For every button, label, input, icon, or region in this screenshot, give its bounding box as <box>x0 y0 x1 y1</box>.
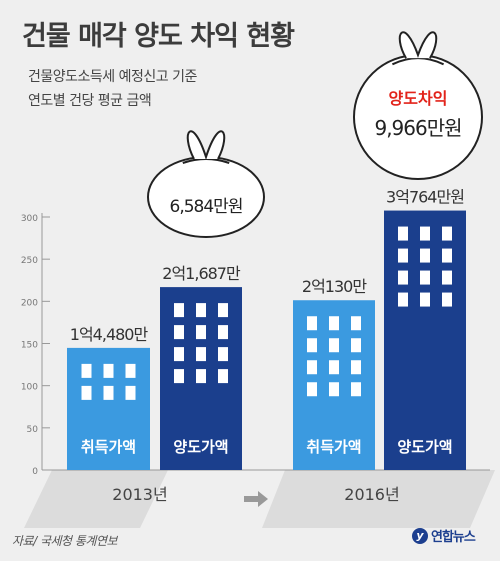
building-window <box>398 248 408 263</box>
publisher-logo: y 연합뉴스 <box>412 526 476 545</box>
building-window <box>351 316 361 331</box>
building-window <box>174 347 184 362</box>
building-window <box>420 226 430 241</box>
y-tick-label: 300 <box>21 214 38 224</box>
building-window <box>442 226 452 241</box>
bar-value-label: 3억764만원 <box>386 188 464 207</box>
building-window <box>307 338 317 353</box>
building-window <box>125 363 136 378</box>
gain-value-label: 6,584만원 <box>170 197 243 217</box>
bar-category-label: 양도가액 <box>397 438 452 456</box>
bar-label-band <box>67 434 150 462</box>
y-tick-label: 250 <box>21 256 38 266</box>
bar-category-label: 취득가액 <box>81 438 136 456</box>
bar-label-band <box>293 434 375 462</box>
subtitle-measure: 연도별 건당 평균 금액 <box>28 93 152 109</box>
building-window <box>174 369 184 384</box>
building-window <box>351 382 361 397</box>
building-window <box>103 385 114 400</box>
building-window <box>196 303 206 318</box>
logo-text: 연합뉴스 <box>431 530 476 545</box>
building-window <box>420 292 430 307</box>
building-window <box>442 270 452 285</box>
building-window <box>218 347 228 362</box>
building-window <box>442 292 452 307</box>
y-tick-label: 50 <box>27 425 39 435</box>
building-window <box>218 325 228 340</box>
year-label: 2016년 <box>344 485 399 504</box>
chart-title: 건물 매각 양도 차익 현황 <box>22 21 295 52</box>
building-window <box>125 385 136 400</box>
gain-value-label: 9,966만원 <box>374 116 461 140</box>
gain-heading-label: 양도차익 <box>389 89 448 108</box>
building-window <box>351 338 361 353</box>
bar-value-label: 2억1,687만 <box>162 264 241 283</box>
building-window <box>196 347 206 362</box>
year-label: 2013년 <box>112 485 167 504</box>
y-tick-label: 100 <box>21 383 38 393</box>
building-window <box>442 248 452 263</box>
building-window <box>81 363 92 378</box>
building-window <box>329 316 339 331</box>
y-tick-label: 0 <box>32 467 38 477</box>
bar-value-label: 1억4,480만 <box>70 325 149 344</box>
building-window <box>196 325 206 340</box>
building-window <box>329 338 339 353</box>
y-tick-label: 150 <box>21 341 38 351</box>
building-window <box>196 369 206 384</box>
ground-shadow <box>262 470 495 528</box>
building-window <box>218 369 228 384</box>
building-window <box>398 292 408 307</box>
building-window <box>420 270 430 285</box>
building-window <box>174 325 184 340</box>
subtitle-basis: 건물양도소득세 예정신고 기준 <box>28 69 197 85</box>
building-window <box>329 360 339 375</box>
bar-label-band <box>384 434 466 462</box>
building-window <box>307 316 317 331</box>
money-bag-icon <box>147 130 265 238</box>
building-window <box>398 270 408 285</box>
building-window <box>218 303 228 318</box>
money-bag-top <box>398 31 438 59</box>
money-bag-top <box>186 130 226 161</box>
arrow-icon <box>244 491 268 507</box>
building-window <box>307 360 317 375</box>
bar-label-band <box>160 434 242 462</box>
y-tick-label: 200 <box>21 298 38 308</box>
building-window <box>351 360 361 375</box>
ground-shadow <box>24 470 168 528</box>
bar-value-label: 2억130만 <box>302 277 367 296</box>
building-window <box>398 226 408 241</box>
building-window <box>329 382 339 397</box>
money-bag-icon <box>353 31 483 180</box>
logo-icon: y <box>412 527 428 544</box>
bar-category-label: 취득가액 <box>306 438 361 456</box>
building-window <box>307 382 317 397</box>
source-note: 자료/ 국세청 통계연보 <box>12 534 118 548</box>
bar-category-label: 양도가액 <box>173 438 228 456</box>
building-window <box>174 303 184 318</box>
building-window <box>420 248 430 263</box>
building-window <box>103 363 114 378</box>
building-window <box>81 385 92 400</box>
